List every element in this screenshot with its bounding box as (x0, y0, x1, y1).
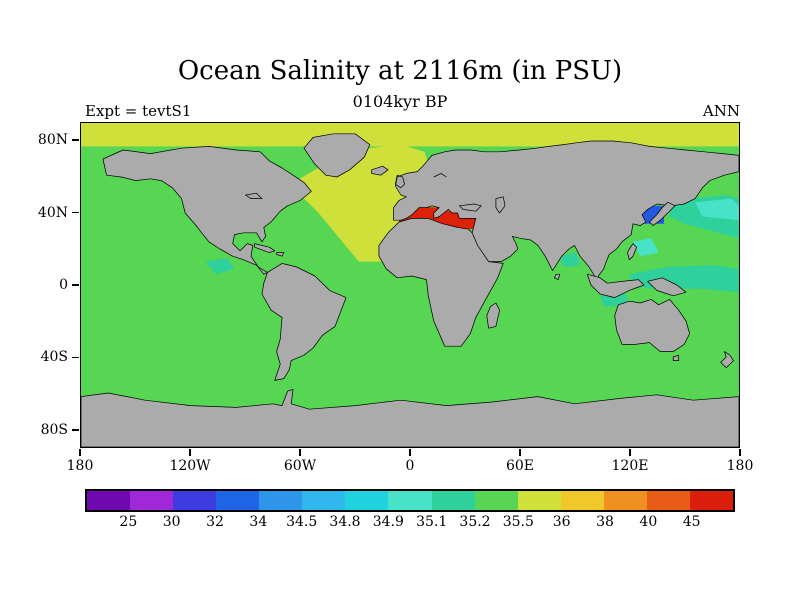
eurasia (393, 140, 739, 284)
x-tick-mark (189, 449, 191, 456)
colorbar-labels: 25 30 32 34 34.5 34.8 34.9 35.1 35.2 35.5 36 38 40 45 (85, 514, 735, 534)
iceland (371, 165, 389, 176)
colorbar-label: 35.2 (459, 514, 491, 530)
colorbar-cell (130, 491, 174, 510)
page-title: Ocean Salinity at 2116m (in PSU) (177, 56, 623, 86)
x-tick-label: 0 (405, 458, 415, 474)
y-tick-label: 40N (37, 204, 68, 221)
x-tick-label: 120E (611, 458, 649, 474)
colorbar (85, 489, 735, 512)
colorbar-cell (689, 491, 733, 510)
colorbar-label: 35.1 (416, 514, 448, 530)
philippines (627, 243, 638, 261)
antarctica (81, 389, 739, 447)
great-lakes-outline (245, 192, 263, 199)
colorbar-cell (302, 491, 346, 510)
x-tick-mark (629, 449, 631, 456)
colorbar-cell (388, 491, 432, 510)
colorbar-label: 36 (552, 514, 571, 530)
x-tick-mark (299, 449, 301, 456)
colorbar-cell (560, 491, 604, 510)
south-america (261, 263, 347, 381)
experiment-label: Expt = tevtS1 (85, 102, 192, 120)
madagascar (486, 302, 500, 329)
x-tick-label: 180 (66, 458, 94, 474)
colorbar-label: 32 (206, 514, 224, 530)
indonesia (586, 273, 645, 298)
y-axis: 80N 40N 0 40S 80S (30, 122, 80, 448)
colorbar-cell (216, 491, 260, 510)
subtitle: 0104kyr BP (352, 92, 448, 111)
greenland (303, 133, 371, 178)
colorbar-label: 35.5 (502, 514, 534, 530)
x-tick-mark (79, 449, 81, 456)
colorbar-label: 25 (119, 514, 138, 530)
colorbar-label: 34.8 (329, 514, 361, 530)
y-tick-mark (72, 429, 79, 431)
colorbar-label: 34 (249, 514, 268, 530)
y-tick-label: 80S (40, 421, 68, 438)
sri-lanka (554, 273, 561, 280)
colorbar-cell (474, 491, 518, 510)
colorbar-cell (87, 491, 131, 510)
colorbar-cell (646, 491, 690, 510)
baltic-coast-outline (433, 173, 447, 178)
colorbar-label: 38 (596, 514, 614, 530)
hispaniola (276, 252, 285, 257)
africa (378, 218, 504, 347)
new-guinea (647, 277, 687, 297)
x-tick-label: 60E (505, 458, 535, 474)
x-tick-label: 180 (726, 458, 754, 474)
y-tick-mark (72, 356, 79, 359)
uk-coast-outline (395, 174, 405, 189)
y-tick-label: 80N (37, 132, 68, 149)
colorbar-label: 40 (639, 514, 658, 530)
colorbar-cell (345, 491, 389, 510)
japan (649, 201, 676, 226)
colorbar-cell (259, 491, 303, 510)
map-plot-area (80, 122, 740, 448)
black-sea-outline (458, 203, 482, 212)
y-tick-mark (72, 284, 79, 286)
colorbar-cell (173, 491, 217, 510)
x-tick-label: 60W (283, 458, 317, 474)
caspian-sea-outline (495, 196, 506, 214)
y-tick-label: 0 (59, 277, 68, 293)
x-axis: 180 120W 60W 0 60E 120E 180 (67, 448, 753, 478)
x-tick-mark (409, 449, 411, 456)
tasmania (672, 354, 680, 361)
x-tick-mark (519, 449, 521, 456)
inland-coastlines (245, 173, 506, 214)
colorbar-cell (431, 491, 475, 510)
colorbar-label: 34.5 (286, 514, 318, 530)
cuba (254, 243, 276, 253)
x-tick-mark (739, 449, 741, 456)
season-label: ANN (702, 102, 740, 120)
y-tick-mark (72, 139, 79, 141)
colorbar-label: 45 (682, 514, 701, 530)
australia (614, 299, 691, 352)
landmasses (81, 133, 739, 447)
colorbar-label: 30 (162, 514, 181, 530)
colorbar-cell (603, 491, 647, 510)
colorbar-label: 34.9 (372, 514, 404, 530)
north-america (102, 146, 312, 275)
y-tick-label: 40S (40, 349, 68, 366)
pacific-cyan-regions (632, 198, 739, 257)
arctic-band (81, 123, 739, 147)
new-zealand (720, 351, 734, 369)
colorbar-cell (517, 491, 561, 510)
world-map (81, 123, 739, 447)
y-tick-mark (72, 211, 79, 214)
x-tick-label: 120W (169, 458, 211, 474)
